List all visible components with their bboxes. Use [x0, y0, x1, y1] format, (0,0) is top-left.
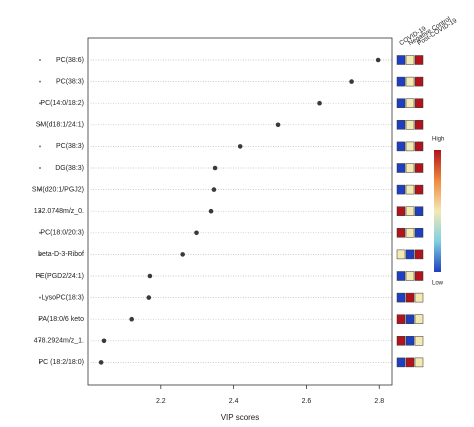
y-tick-label: PC(38:6)	[56, 57, 84, 64]
color-bar	[434, 150, 441, 272]
x-tick-label: 2.8	[374, 398, 384, 405]
label-marker	[39, 145, 41, 148]
heatmap-cell	[414, 271, 424, 281]
heatmap-cell	[396, 336, 406, 346]
heatmap-cell	[414, 120, 424, 130]
heatmap-cell	[396, 228, 406, 238]
dot	[212, 165, 218, 171]
y-tick-label: PA(18:0/6 keto	[38, 316, 84, 323]
y-tick-label: PC (18:2/18:0)	[38, 359, 84, 366]
heatmap-cell	[405, 55, 415, 65]
heatmap-cell	[396, 184, 406, 195]
heatmap-cell	[396, 141, 406, 152]
y-tick-label: PC(18:0/20:3)	[40, 230, 84, 237]
x-tick-label: 2.4	[229, 398, 239, 405]
label-marker	[39, 296, 41, 299]
label-marker	[39, 123, 41, 126]
heatmap-cell	[396, 292, 406, 303]
dot	[98, 360, 104, 365]
label-marker	[39, 318, 41, 321]
x-axis-label: VIP scores	[221, 413, 260, 422]
heatmap-cell	[414, 228, 424, 238]
heatmap-cell	[396, 206, 406, 216]
heatmap-cell	[405, 336, 415, 346]
heatmap-cell	[414, 336, 424, 346]
label-marker	[39, 167, 41, 169]
heatmap-cell	[396, 120, 406, 130]
legend-high: High	[432, 137, 444, 143]
x-tick-label: 2.2	[156, 398, 166, 405]
heatmap-cell	[414, 141, 424, 152]
label-marker	[39, 188, 41, 191]
heatmap-cell	[405, 228, 415, 238]
y-tick-label: LysoPC(18:3)	[41, 294, 84, 301]
heatmap-cell	[414, 314, 424, 324]
heatmap-cell	[405, 314, 415, 324]
heatmap-cell	[405, 271, 415, 281]
dot	[180, 252, 185, 257]
heatmap-cell	[414, 184, 424, 195]
y-tick-label: 478.2924m/z_1.	[34, 338, 84, 345]
dot	[208, 208, 214, 214]
y-tick-label: DG(38:3)	[55, 165, 84, 172]
label-marker	[39, 59, 41, 61]
dot	[275, 122, 281, 128]
y-tick-label: SM(d20:1/PGJ2)	[32, 186, 84, 193]
dot	[317, 100, 322, 106]
dot	[194, 230, 199, 236]
label-marker	[39, 210, 41, 213]
heatmap-cell	[414, 98, 424, 108]
y-tick-label: PC(38:3)	[56, 78, 84, 85]
dot	[349, 79, 354, 84]
heatmap-cell	[405, 249, 415, 260]
dot	[237, 144, 243, 149]
y-tick-label: PC(38:3)	[56, 143, 84, 150]
legend-low: Low	[432, 281, 444, 287]
dot	[146, 295, 152, 300]
label-marker	[39, 361, 41, 364]
heatmap-cell	[414, 206, 424, 216]
heatmap-cell	[396, 249, 406, 260]
heatmap-cell	[405, 357, 415, 368]
heatmap-cell	[396, 55, 406, 65]
dot	[375, 57, 381, 63]
heatmap-cell	[414, 292, 424, 303]
heatmap-cell	[405, 98, 415, 108]
dot	[147, 273, 153, 279]
heatmap-cell	[405, 184, 415, 195]
heatmap-cell	[396, 98, 406, 108]
label-marker	[39, 275, 41, 277]
heatmap-cell	[396, 314, 406, 324]
y-tick-label: 132.0748m/z_0.	[34, 208, 84, 215]
y-tick-label: PC(14:0/18:2)	[40, 100, 84, 107]
heatmap-cell	[405, 163, 415, 173]
heatmap-cell	[414, 55, 424, 65]
dot	[211, 187, 217, 192]
heatmap-cell	[405, 76, 415, 87]
label-marker	[39, 80, 41, 83]
dot	[101, 338, 107, 344]
heatmap-cell	[396, 76, 406, 87]
heatmap-cell	[405, 120, 415, 130]
x-tick-label: 2.6	[302, 398, 312, 405]
label-marker	[39, 102, 41, 105]
heatmap-cell	[405, 206, 415, 216]
label-marker	[39, 339, 41, 342]
dot	[129, 316, 134, 322]
heatmap-cell	[414, 357, 424, 368]
y-tick-label: SM(d18:1/24:1)	[36, 122, 84, 129]
heatmap-cell	[414, 163, 424, 173]
heatmap-cell	[396, 271, 406, 281]
label-marker	[39, 231, 41, 234]
heatmap-cell	[405, 141, 415, 152]
label-marker	[39, 253, 41, 256]
heatmap-cell	[396, 163, 406, 173]
y-tick-label: beta-D-3-Ribof	[38, 251, 84, 258]
heatmap-cell	[396, 357, 406, 368]
y-tick-label: PE(PGD2/24:1)	[35, 273, 84, 280]
heatmap-cell	[405, 292, 415, 303]
heatmap-cell	[414, 76, 424, 87]
heatmap-cell	[414, 249, 424, 260]
